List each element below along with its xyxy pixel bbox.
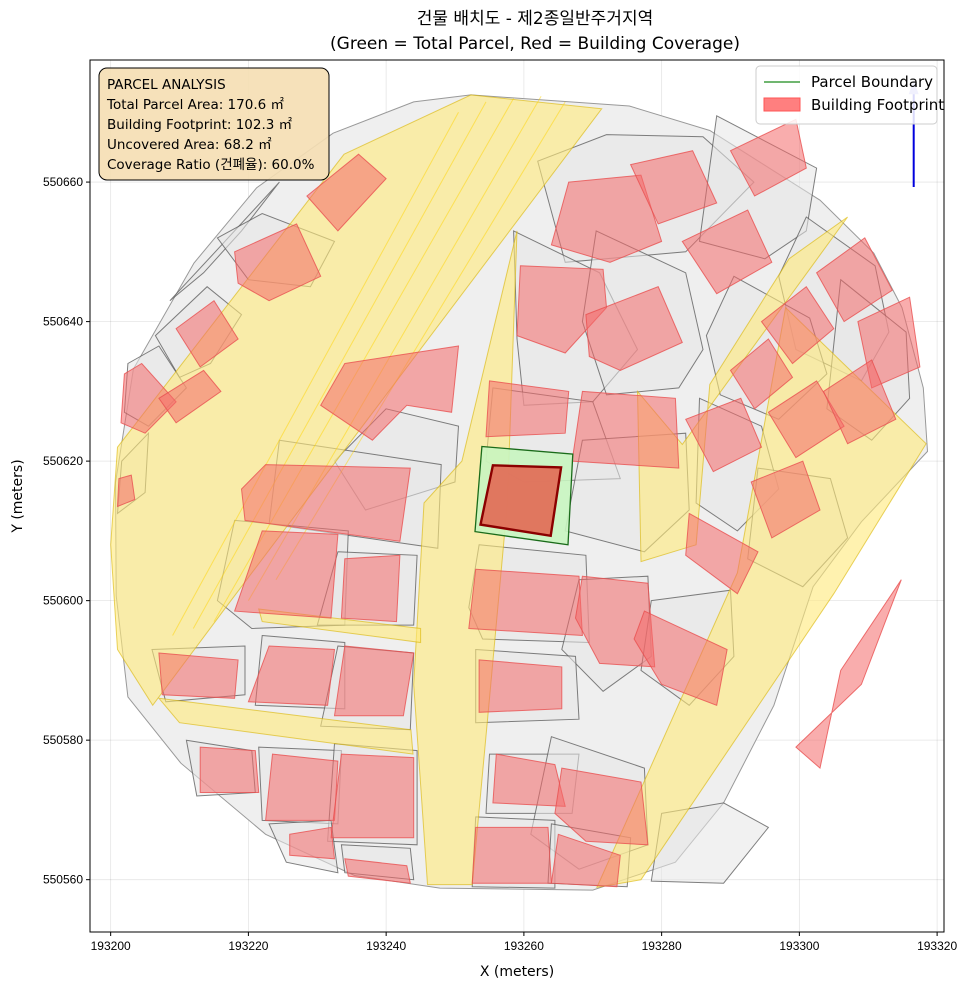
building-footprint <box>234 223 322 302</box>
building-footprint <box>175 299 239 368</box>
x-tick-label: 193220 <box>228 939 268 953</box>
building-footprint <box>633 610 728 706</box>
annotation-line: Coverage Ratio (건폐율): 60.0% <box>107 157 315 173</box>
building-footprint <box>468 568 583 637</box>
building-footprint <box>158 369 222 424</box>
building-footprint <box>340 554 401 623</box>
x-axis-label: X (meters) <box>480 964 554 980</box>
building-footprint <box>815 237 893 323</box>
target-building <box>479 464 563 538</box>
chart-title: 건물 배치도 - 제2종일반주거지역 <box>417 9 653 29</box>
building-footprint <box>289 826 336 860</box>
building-footprint <box>550 174 663 263</box>
y-tick-label: 550600 <box>43 594 83 608</box>
building-footprint <box>729 338 794 410</box>
x-tick-label: 193200 <box>91 939 131 953</box>
building-footprint <box>265 753 339 821</box>
y-axis-label: Y (meters) <box>10 459 26 533</box>
building-footprint <box>116 474 136 508</box>
building-footprint <box>795 579 902 770</box>
x-tick-label: 193280 <box>642 939 682 953</box>
x-tick-label: 193260 <box>504 939 544 953</box>
building-footprint <box>471 826 552 884</box>
legend-label-parcel: Parcel Boundary <box>811 73 933 91</box>
y-tick-label: 550660 <box>43 175 83 189</box>
road <box>258 608 422 644</box>
legend-swatch-building <box>763 97 801 112</box>
road-line <box>192 101 487 629</box>
building-footprint <box>750 460 821 539</box>
building-footprint <box>822 359 897 445</box>
x-tick-label: 193240 <box>366 939 406 953</box>
building-footprint <box>330 753 415 839</box>
legend-label-building: Building Footprint <box>811 96 944 114</box>
building-footprint <box>684 397 763 473</box>
building-footprint <box>554 767 649 846</box>
building-footprint <box>574 575 656 668</box>
building-footprint <box>199 746 260 793</box>
parcel <box>650 802 770 884</box>
building-footprint <box>516 265 608 354</box>
y-tick-label: 550620 <box>43 454 83 468</box>
annotation-line: Uncovered Area: 68.2 ㎡ <box>107 137 272 153</box>
building-footprint <box>760 285 835 365</box>
road-line <box>172 112 459 636</box>
building-footprint <box>629 150 718 225</box>
annotation-line: Building Footprint: 102.3 ㎡ <box>107 117 293 133</box>
building-footprint <box>485 380 570 438</box>
parcel <box>169 181 280 302</box>
building-footprint <box>158 652 239 699</box>
x-tick-label: 193300 <box>779 939 819 953</box>
building-footprint <box>585 286 683 371</box>
building-footprint <box>685 512 759 595</box>
building-footprint <box>333 645 415 717</box>
road <box>157 697 414 755</box>
building-footprint <box>344 858 411 884</box>
building-footprint <box>550 833 621 888</box>
building-footprint <box>247 645 336 706</box>
building-footprint <box>571 390 680 469</box>
parcel-analysis-box: PARCEL ANALYSIS Total Parcel Area: 170.6… <box>98 67 330 181</box>
building-footprint <box>306 153 387 232</box>
annotation-line: PARCEL ANALYSIS <box>107 77 226 93</box>
y-tick-label: 550580 <box>43 733 83 747</box>
building-footprint <box>478 659 563 713</box>
building-footprint <box>681 209 773 295</box>
y-tick-label: 550560 <box>43 873 83 887</box>
building-footprint <box>233 530 339 619</box>
building-footprint <box>729 118 807 197</box>
annotation-line: Total Parcel Area: 170.6 ㎡ <box>106 97 284 113</box>
plot-frame <box>89 59 945 933</box>
legend: Parcel Boundary Building Footprint <box>755 65 944 125</box>
building-footprint <box>120 362 177 434</box>
x-tick-label: 193320 <box>917 939 957 953</box>
building-footprint <box>240 464 411 542</box>
chart-subtitle: (Green = Total Parcel, Red = Building Co… <box>330 34 740 54</box>
building-footprint <box>320 345 460 441</box>
y-tick-label: 550640 <box>43 315 83 329</box>
